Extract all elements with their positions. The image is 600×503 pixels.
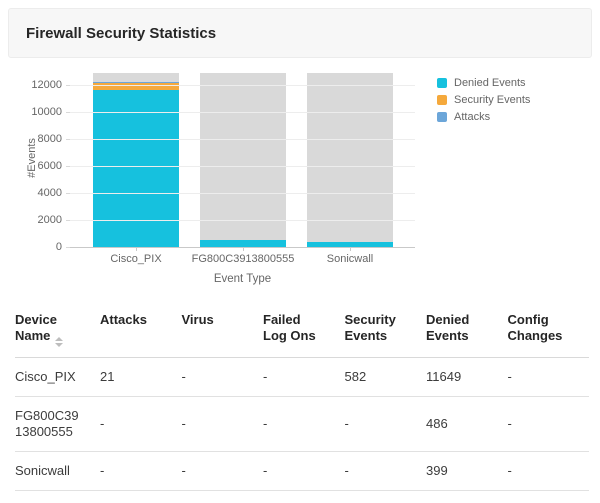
y-axis-tick-label: 4000 xyxy=(37,187,62,199)
value-cell: - xyxy=(507,357,589,397)
chart-plot-area xyxy=(70,73,415,247)
y-axis-tick xyxy=(66,166,70,167)
device-stats-table-grid: Device Name Attacks Virus Failed Log Ons Sec… xyxy=(15,300,589,491)
bar-segment-denied-events[interactable] xyxy=(200,240,286,247)
bar-Sonicwall xyxy=(307,73,393,247)
table-header-row: Device Name Attacks Virus Failed Log Ons Sec… xyxy=(15,300,589,358)
value-cell: - xyxy=(181,357,263,397)
device-name-cell: Sonicwall xyxy=(15,451,100,491)
y-axis-tick xyxy=(66,220,70,221)
x-axis-line xyxy=(70,247,415,248)
y-axis-tick-label: 12000 xyxy=(31,79,62,91)
column-header-device-name[interactable]: Device Name xyxy=(15,300,100,358)
column-header-label: Security Events xyxy=(344,312,396,343)
value-cell: 11649 xyxy=(426,357,508,397)
device-stats-table: Device Name Attacks Virus Failed Log Ons Sec… xyxy=(15,300,595,491)
gridline xyxy=(70,220,415,221)
y-axis-tick-label: 6000 xyxy=(37,160,62,172)
sort-icon[interactable] xyxy=(55,337,64,347)
column-header-denied-events[interactable]: Denied Events xyxy=(426,300,508,358)
bar-segment-denied-events[interactable] xyxy=(93,89,179,247)
column-header-label: Device Name xyxy=(15,312,57,343)
legend-swatch xyxy=(437,112,447,122)
value-cell: - xyxy=(181,396,263,452)
gridline xyxy=(70,85,415,86)
column-header-virus[interactable]: Virus xyxy=(181,300,263,358)
column-header-label: Denied Events xyxy=(426,312,470,343)
y-axis-tick xyxy=(66,193,70,194)
table-row-cisco_pix[interactable]: Cisco_PIX 21- -582 11649- xyxy=(15,357,589,397)
y-axis-tick-label: 10000 xyxy=(31,106,62,118)
value-cell: 399 xyxy=(426,451,508,491)
value-cell: - xyxy=(100,396,182,452)
x-axis-tick xyxy=(243,247,244,251)
page-title: Firewall Security Statistics xyxy=(26,24,217,42)
column-header-label: Failed Log Ons xyxy=(263,312,316,343)
column-header-config-changes[interactable]: Config Changes xyxy=(507,300,589,358)
x-axis-tick xyxy=(136,247,137,251)
column-header-label: Config Changes xyxy=(507,312,563,343)
legend-item-security-events[interactable]: Security Events xyxy=(437,94,530,106)
page-header: Firewall Security Statistics xyxy=(8,8,592,58)
value-cell: - xyxy=(344,451,426,491)
table-row-sonicwall[interactable]: Sonicwall - - - -399- xyxy=(15,451,589,491)
value-cell: 21 xyxy=(100,357,182,397)
column-header-security-events[interactable]: Security Events xyxy=(344,300,426,358)
chart-legend: Denied Events Security Events Attacks xyxy=(437,77,530,128)
y-axis-tick xyxy=(66,112,70,113)
table-row-fg800c3913800555[interactable]: FG800C3913800555- - - -486- xyxy=(15,396,589,452)
legend-item-denied-events[interactable]: Denied Events xyxy=(437,77,530,89)
column-header-label: Virus xyxy=(181,312,214,327)
legend-label: Denied Events xyxy=(454,77,526,89)
device-name-cell: Cisco_PIX xyxy=(15,357,100,397)
column-header-attacks[interactable]: Attacks xyxy=(100,300,182,358)
value-cell: - xyxy=(181,451,263,491)
x-axis-category-label: Sonicwall xyxy=(326,253,374,265)
legend-label: Attacks xyxy=(454,111,491,123)
stacked-bar-chart: #Events Event Type Denied Events Security… xyxy=(0,60,600,300)
gridline xyxy=(70,166,415,167)
value-cell: - xyxy=(344,396,426,452)
x-axis-category-label: FG800C3913800555 xyxy=(191,253,295,265)
value-cell: 582 xyxy=(344,357,426,397)
value-cell: - xyxy=(507,396,589,452)
x-axis-title: Event Type xyxy=(213,273,272,285)
value-cell: - xyxy=(263,396,345,452)
legend-item-attacks[interactable]: Attacks xyxy=(437,111,530,123)
y-axis-tick xyxy=(66,85,70,86)
bar-segment-denied-events[interactable] xyxy=(307,241,393,247)
bar-Cisco_PIX xyxy=(93,73,179,247)
y-axis-tick xyxy=(66,247,70,248)
x-axis-tick xyxy=(350,247,351,251)
y-axis-tick-label: 8000 xyxy=(37,133,62,145)
y-axis-tick-label: 2000 xyxy=(37,214,62,226)
gridline xyxy=(70,139,415,140)
bar-FG800C3913800555 xyxy=(200,73,286,247)
legend-label: Security Events xyxy=(454,94,531,106)
legend-swatch xyxy=(437,95,447,105)
column-header-failed-log-ons[interactable]: Failed Log Ons xyxy=(263,300,345,358)
value-cell: - xyxy=(263,357,345,397)
legend-swatch xyxy=(437,78,447,88)
value-cell: - xyxy=(100,451,182,491)
value-cell: - xyxy=(507,451,589,491)
value-cell: - xyxy=(263,451,345,491)
y-axis-tick xyxy=(66,139,70,140)
gridline xyxy=(70,112,415,113)
y-axis-tick-label: 0 xyxy=(55,241,62,253)
device-name-cell: FG800C3913800555 xyxy=(15,396,100,452)
column-header-label: Attacks xyxy=(100,312,147,327)
value-cell: 486 xyxy=(426,396,508,452)
gridline xyxy=(70,193,415,194)
x-axis-category-label: Cisco_PIX xyxy=(110,253,162,265)
